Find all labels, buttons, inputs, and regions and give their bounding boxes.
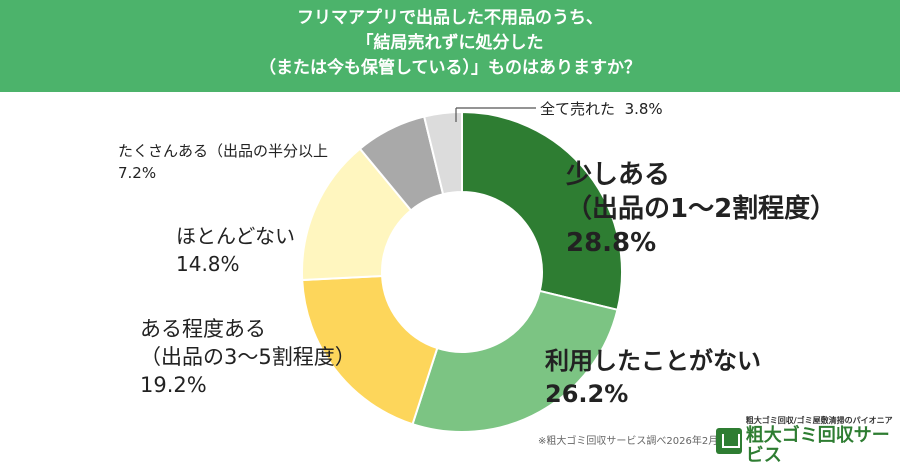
slice-a-little xyxy=(461,110,623,312)
label-all-sold: 全て売れた 3.8% xyxy=(540,98,663,119)
logo-name: 粗大ゴミ回収サービス xyxy=(745,425,890,466)
label-text-sub: （出品の3〜5割程度） xyxy=(140,345,356,369)
label-text: ある程度ある xyxy=(140,317,266,341)
source-note: ※粗大ゴミ回収サービス調べ2026年2月 xyxy=(538,436,719,447)
label-value: 26.2% xyxy=(545,380,629,408)
label-hardly: ほとんどない 14.8% xyxy=(176,222,295,278)
label-value: 7.2% xyxy=(118,164,157,182)
donut-chart xyxy=(301,107,623,433)
label-value: 19.2% xyxy=(140,373,207,397)
logo-tagline: 粗大ゴミ回収/ゴミ屋敷清掃のパイオニア xyxy=(745,416,893,425)
label-text: たくさんある（出品の半分以上 xyxy=(118,142,329,160)
slice-hardly xyxy=(301,147,413,282)
label-value: 14.8% xyxy=(176,252,240,276)
question-header: フリマアプリで出品した不用品のうち、 「結局売れずに処分した （または今も保管し… xyxy=(0,0,900,92)
slice-some xyxy=(301,274,439,426)
label-text-sub: （出品の1〜2割程度） xyxy=(566,194,837,224)
label-text: ほとんどない xyxy=(176,224,295,248)
question-line-1: フリマアプリで出品した不用品のうち、 xyxy=(297,8,603,28)
question-line-3: （または今も保管している）」ものはありますか？ xyxy=(259,58,641,78)
label-text: 利用したことがない xyxy=(545,347,761,375)
label-never-used: 利用したことがない 26.2% xyxy=(545,345,761,411)
slice-all-sold xyxy=(422,110,463,196)
slice-never-used xyxy=(411,289,619,433)
label-text: 少しある xyxy=(566,160,671,190)
question-line-2: 「結局売れずに処分した xyxy=(356,33,544,53)
label-some: ある程度ある （出品の3〜5割程度） 19.2% xyxy=(140,315,356,399)
truck-icon xyxy=(716,427,742,454)
label-text: 全て売れた 3.8% xyxy=(540,100,663,118)
label-a-little: 少しある （出品の1〜2割程度） 28.8% xyxy=(566,158,836,260)
label-value: 28.8% xyxy=(566,228,657,258)
label-many: たくさんある（出品の半分以上 7.2% xyxy=(118,140,328,184)
company-logo: 粗大ゴミ回収/ゴミ屋敷清掃のパイオニア 粗大ゴミ回収サービス xyxy=(716,415,900,466)
logo-text: 粗大ゴミ回収/ゴミ屋敷清掃のパイオニア 粗大ゴミ回収サービス xyxy=(746,415,900,466)
